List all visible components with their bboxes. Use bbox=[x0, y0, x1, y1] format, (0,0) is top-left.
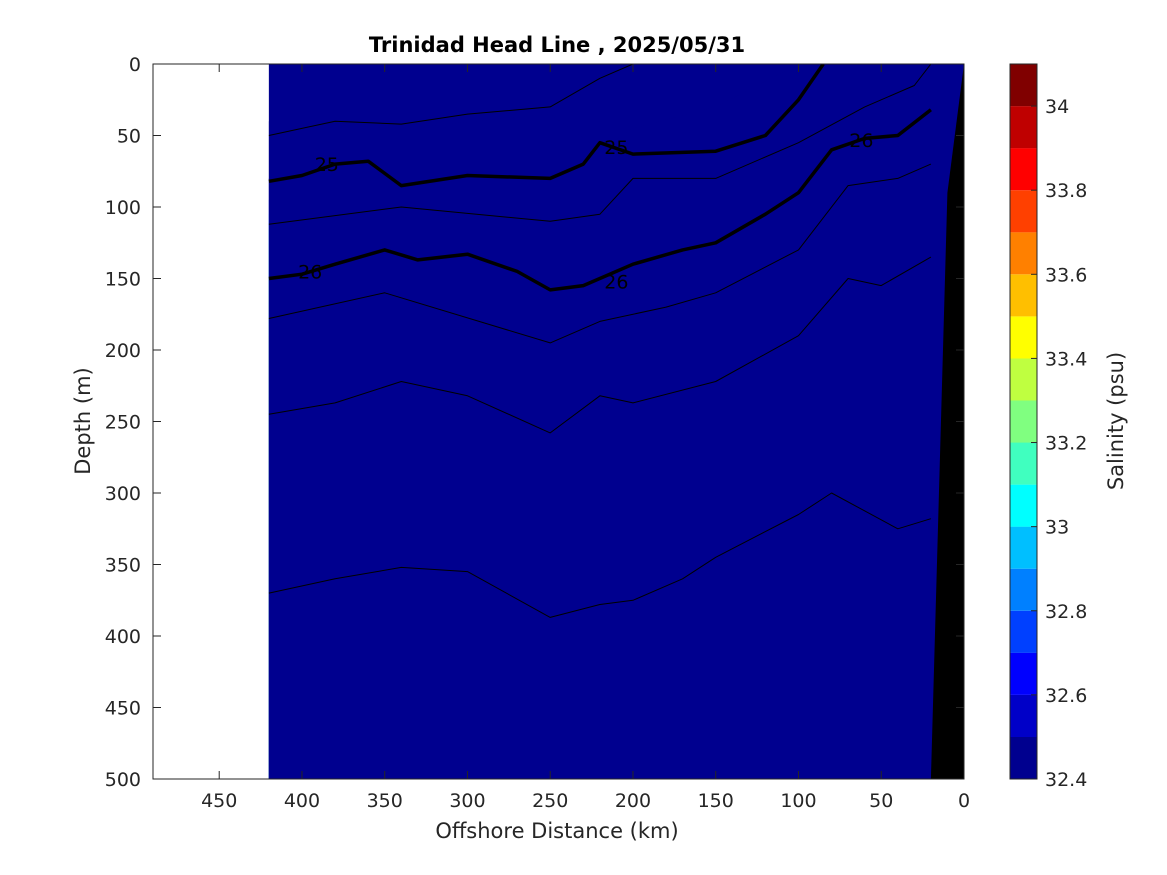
y-tick-label: 250 bbox=[105, 412, 141, 434]
contour-label: 26 bbox=[298, 261, 322, 283]
colorbar-segment bbox=[1010, 190, 1037, 233]
colorbar-segment bbox=[1010, 652, 1037, 695]
density-contour-line bbox=[268, 256, 932, 434]
colorbar-segment bbox=[1010, 106, 1037, 149]
colorbar-segment bbox=[1010, 148, 1037, 191]
colorbar-segment bbox=[1010, 358, 1037, 401]
density-contour-line bbox=[268, 163, 932, 344]
x-tick-label: 100 bbox=[780, 790, 816, 812]
contour-labels: 25 25 26 26 26 bbox=[298, 130, 873, 294]
y-tick-label: 50 bbox=[117, 126, 141, 148]
colorbar-tick-label: 34 bbox=[1045, 96, 1069, 118]
x-tick-label: 250 bbox=[532, 790, 568, 812]
colorbar-segment bbox=[1010, 316, 1037, 359]
y-tick-label: 400 bbox=[105, 626, 141, 648]
density-contour-line bbox=[268, 64, 825, 188]
colorbar-segment bbox=[1010, 400, 1037, 443]
colorbar-tick-label: 32.6 bbox=[1045, 685, 1087, 707]
chart-title: Trinidad Head Line , 2025/05/31 bbox=[369, 33, 745, 57]
x-tick-label: 400 bbox=[284, 790, 320, 812]
x-tick-label: 300 bbox=[449, 790, 485, 812]
x-tick-label: 450 bbox=[201, 790, 237, 812]
contour-label: 25 bbox=[315, 154, 339, 176]
colorbar-tick-label: 33.6 bbox=[1045, 264, 1087, 286]
x-tick-label: 0 bbox=[958, 790, 970, 812]
x-tick-label: 50 bbox=[869, 790, 893, 812]
density-contour-line bbox=[268, 492, 932, 618]
contour-label: 26 bbox=[604, 271, 628, 293]
y-tick-label: 150 bbox=[105, 269, 141, 291]
colorbar-segment bbox=[1010, 610, 1037, 653]
contour-label: 26 bbox=[849, 130, 873, 152]
colorbar-tick-label: 33.4 bbox=[1045, 348, 1087, 370]
colorbar-segment bbox=[1010, 232, 1037, 275]
salinity-band bbox=[268, 64, 964, 779]
y-tick-label: 200 bbox=[105, 340, 141, 362]
colorbar-border bbox=[1009, 63, 1038, 780]
y-tick-label: 500 bbox=[105, 769, 141, 791]
x-tick-label: 150 bbox=[698, 790, 734, 812]
seafloor bbox=[930, 64, 964, 779]
colorbar-label: Salinity (psu) bbox=[1104, 352, 1128, 490]
salinity-fill bbox=[268, 64, 964, 779]
colorbar-segment bbox=[1010, 736, 1037, 779]
colorbar-segment bbox=[1010, 694, 1037, 737]
density-contour-line bbox=[268, 108, 932, 292]
density-contour-line bbox=[268, 64, 634, 136]
density-contours bbox=[268, 64, 932, 618]
x-tick-label: 200 bbox=[615, 790, 651, 812]
y-axis-label: Depth (m) bbox=[71, 367, 95, 474]
colorbar-axis: 32.4 32.6 32.8 33 33.2 33.4 33.6 33.8 34 bbox=[1031, 96, 1087, 791]
colorbar-tick-label: 33 bbox=[1045, 517, 1069, 539]
seafloor-shape bbox=[930, 64, 964, 779]
colorbar-tick-label: 33.8 bbox=[1045, 180, 1087, 202]
colorbar-tick-label: 33.2 bbox=[1045, 433, 1087, 455]
contour-label: 25 bbox=[604, 137, 628, 159]
colorbar-tick-label: 32.4 bbox=[1045, 769, 1087, 791]
y-tick-label: 450 bbox=[105, 698, 141, 720]
colorbar-segment bbox=[1010, 274, 1037, 317]
colorbar-segment bbox=[1010, 484, 1037, 527]
colorbar-segment bbox=[1010, 568, 1037, 611]
y-tick-label: 0 bbox=[129, 54, 141, 76]
colorbar-tick-label: 32.8 bbox=[1045, 601, 1087, 623]
colorbar bbox=[1009, 63, 1038, 780]
y-tick-label: 300 bbox=[105, 483, 141, 505]
density-contour-line bbox=[268, 64, 932, 225]
y-tick-label: 100 bbox=[105, 197, 141, 219]
x-axis: 450 400 350 300 250 200 150 100 50 0 bbox=[201, 64, 970, 812]
colorbar-segment bbox=[1010, 526, 1037, 569]
y-axis: 0 50 100 150 200 250 300 350 400 450 500 bbox=[105, 54, 964, 791]
y-tick-label: 350 bbox=[105, 555, 141, 577]
x-axis-label: Offshore Distance (km) bbox=[435, 819, 678, 843]
x-tick-label: 350 bbox=[367, 790, 403, 812]
colorbar-segment bbox=[1010, 442, 1037, 485]
colorbar-segment bbox=[1010, 64, 1037, 107]
